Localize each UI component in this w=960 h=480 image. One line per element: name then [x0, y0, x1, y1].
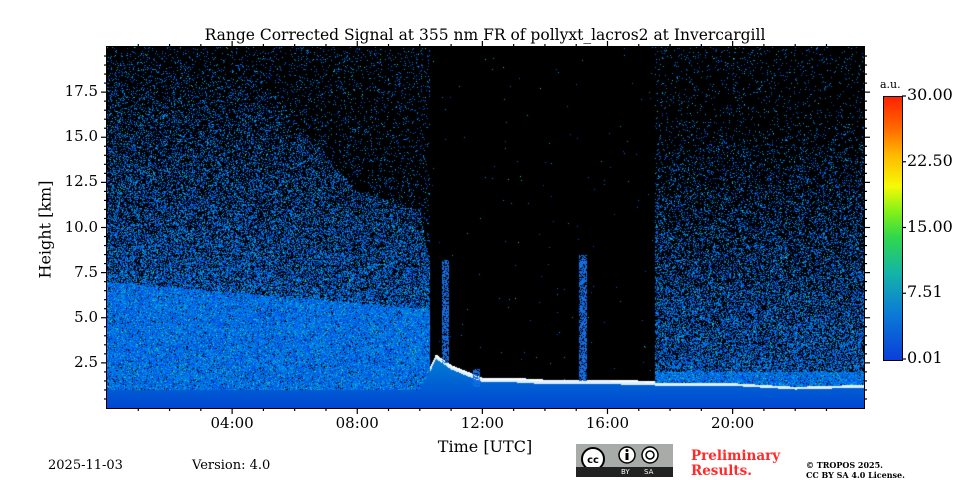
- by-text: BY: [621, 468, 630, 476]
- colorbar-tick-label: 15.00: [907, 216, 953, 236]
- colorbar: [883, 96, 903, 361]
- preliminary-line-1: Preliminary: [691, 448, 781, 464]
- cc-icon: [581, 447, 605, 468]
- cc-license-badge: cc BY SA: [576, 444, 673, 477]
- copyright-notice: © TROPOS 2025. CC BY SA 4.0 License.: [806, 460, 905, 480]
- y-tick-label: 2.5: [74, 352, 98, 371]
- x-tick-label: 20:00: [710, 414, 755, 432]
- x-axis-label: Time [UTC]: [437, 437, 533, 456]
- y-tick-label: 7.5: [74, 262, 98, 281]
- colorbar-tick-label: 0.01: [907, 348, 943, 367]
- x-tick-label: 12:00: [460, 414, 504, 432]
- heatmap-image: [107, 47, 864, 408]
- version-label: Version: 4.0: [192, 458, 271, 473]
- y-tick-label: 17.5: [64, 82, 98, 101]
- y-axis-label: Height [km]: [35, 180, 55, 279]
- date-label: 2025-11-03: [48, 458, 123, 473]
- x-tick-label: 16:00: [585, 414, 630, 432]
- colorbar-unit: a.u.: [880, 78, 901, 91]
- sa-text: SA: [644, 468, 654, 476]
- heatmap-plot-area: [107, 47, 864, 408]
- chart-title: Range Corrected Signal at 355 nm FR of p…: [204, 26, 766, 44]
- sa-icon: [641, 446, 659, 464]
- copyright-line-1: © TROPOS 2025.: [806, 460, 883, 470]
- y-tick-label: 10.0: [64, 217, 98, 236]
- x-tick-label: 04:00: [210, 414, 254, 432]
- colorbar-tick-label: 7.51: [907, 282, 943, 302]
- colorbar-tick-label: 22.50: [907, 150, 953, 170]
- x-tick-label: 08:00: [335, 414, 379, 432]
- y-tick-label: 5.0: [74, 307, 98, 326]
- svg-text:cc: cc: [587, 455, 599, 466]
- preliminary-line-2: Results.: [691, 463, 752, 479]
- copyright-line-2: CC BY SA 4.0 License.: [806, 470, 905, 480]
- y-tick-label: 12.5: [64, 172, 98, 191]
- colorbar-tick-label: 30.00: [907, 85, 953, 104]
- y-tick-label: 15.0: [64, 127, 98, 146]
- preliminary-notice: Preliminary Results.: [691, 449, 780, 479]
